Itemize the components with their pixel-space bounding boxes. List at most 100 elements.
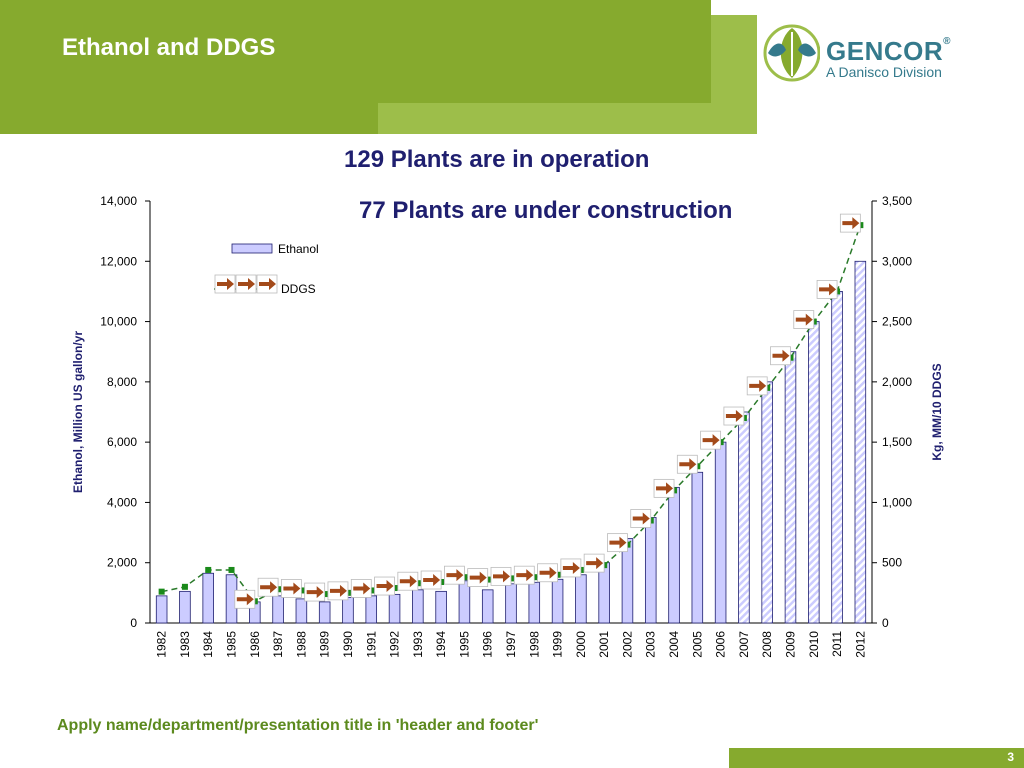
ethanol-bar-2005	[691, 471, 704, 624]
footer-band	[729, 748, 1024, 768]
x-tick-label: 2003	[644, 631, 658, 658]
x-tick-label: 2011	[830, 631, 844, 657]
ddgs-arrow-icon	[397, 571, 419, 591]
ethanol-bar-1995	[458, 580, 471, 624]
ethanol-bar-1992	[388, 593, 401, 624]
x-tick-label: 2002	[620, 631, 634, 658]
ddgs-arrow-icon	[583, 553, 605, 573]
ddgs-arrow-icon	[420, 570, 442, 590]
ddgs-point-1984	[205, 566, 212, 573]
left-axis-title: Ethanol, Million US gallon/yr	[71, 331, 85, 493]
right-tick-label: 1,500	[882, 435, 912, 449]
logo-registered-mark: ®	[943, 36, 951, 47]
ddgs-arrow-icon	[350, 579, 372, 598]
ethanol-bar-1998	[528, 581, 541, 624]
x-tick-label: 2012	[853, 631, 867, 658]
x-tick-label: 1989	[318, 631, 332, 658]
x-tick-label: 1985	[225, 631, 239, 658]
x-tick-label: 2006	[714, 631, 728, 658]
ethanol-bar-2007	[738, 411, 750, 624]
ddgs-arrow-icon	[280, 579, 302, 598]
ddgs-arrow-icon	[257, 577, 279, 597]
right-axis-title: Kg, MM/10 DDGS	[930, 363, 944, 460]
ethanol-bar-1987	[272, 595, 284, 624]
left-tick-label: 14,000	[100, 194, 137, 208]
left-tick-label: 0	[130, 616, 137, 630]
x-tick-label: 1988	[294, 631, 308, 658]
ethanol-bar-2000	[575, 574, 587, 624]
ethanol-bar-1988	[295, 598, 308, 624]
ethanol-ddgs-chart: 0 2,000 4,000 6,000 8,000 10,000 12,000 14,000 0…	[71, 194, 944, 658]
ddgs-arrow-icon	[746, 376, 768, 396]
x-tick-label: 1998	[527, 631, 541, 658]
logo-subtitle: A Danisco Division	[826, 64, 942, 80]
right-tick-label: 2,500	[882, 315, 912, 329]
left-tick-label: 4,000	[107, 495, 137, 509]
left-tick-label: 10,000	[100, 315, 137, 329]
ddgs-arrow-icon	[723, 406, 745, 426]
slide-title: Ethanol and DDGS	[62, 34, 276, 61]
right-tick-label: 500	[882, 556, 902, 570]
ddgs-arrow-icon	[560, 558, 582, 578]
x-tick-label: 1984	[201, 631, 215, 658]
ethanol-bar-2012	[854, 260, 867, 624]
ethanol-bar-1982	[155, 595, 168, 624]
ddgs-arrow-icon	[816, 280, 838, 299]
right-tick-label: 0	[882, 616, 889, 630]
x-tick-label: 2001	[597, 631, 611, 658]
header-band-lower	[0, 106, 378, 134]
ethanol-bar-1991	[365, 595, 378, 624]
leaf-globe-icon	[763, 24, 820, 82]
left-tick-label: 6,000	[107, 435, 137, 449]
right-tick-label: 3,000	[882, 254, 912, 268]
legend-arrow-icon	[256, 274, 278, 294]
x-tick-label: 2004	[667, 631, 681, 658]
right-tick-label: 1,000	[882, 495, 912, 509]
header-accent	[378, 103, 757, 134]
x-tick-label: 1986	[248, 631, 262, 658]
legend-ddgs-label: DDGS	[281, 282, 316, 296]
x-tick-label: 1983	[178, 631, 192, 658]
x-tick-label: 2005	[690, 631, 704, 658]
ddgs-arrow-icon	[653, 478, 675, 498]
ethanol-bar-2010	[808, 321, 820, 624]
header-band	[0, 0, 711, 106]
legend-ethanol-swatch	[231, 243, 273, 254]
left-tick-label: 2,000	[107, 556, 137, 570]
ddgs-arrow-icon	[374, 576, 395, 596]
x-tick-label: 1994	[434, 631, 448, 658]
ddgs-point-1985	[228, 566, 235, 573]
logo-wordmark: GENCOR®	[826, 36, 951, 67]
x-tick-label: 1991	[364, 631, 378, 658]
ddgs-arrow-icon	[839, 213, 861, 233]
ethanol-bar-1989	[318, 601, 331, 624]
ddgs-arrow-icon	[444, 565, 465, 585]
ethanol-bar-2011	[831, 291, 843, 624]
headline-plants-operating: 129 Plants are in operation	[344, 146, 650, 173]
ethanol-bar-1983	[179, 590, 191, 624]
ddgs-arrow-icon	[467, 568, 489, 587]
x-tick-label: 1987	[271, 631, 285, 658]
left-tick-label: 8,000	[107, 375, 137, 389]
ethanol-bar-2003	[644, 517, 657, 624]
right-tick-label: 3,500	[882, 194, 912, 208]
x-tick-label: 1993	[411, 631, 425, 658]
ethanol-bar-1984	[202, 572, 214, 624]
ethanol-bar-1999	[551, 578, 564, 624]
ddgs-arrow-icon	[537, 563, 558, 583]
ddgs-arrow-icon	[676, 454, 698, 474]
ethanol-bar-1993	[412, 589, 424, 624]
x-tick-label: 1990	[341, 631, 355, 658]
ddgs-arrow-icon	[513, 565, 535, 585]
x-tick-label: 1992	[388, 631, 402, 658]
legend-arrow-icon	[235, 274, 257, 294]
ethanol-bar-1990	[342, 596, 354, 624]
company-logo: GENCOR® A Danisco Division	[760, 22, 1000, 84]
ddgs-arrow-icon	[700, 430, 722, 450]
x-tick-label: 1982	[155, 631, 169, 658]
footer-text: Apply name/department/presentation title…	[57, 717, 539, 734]
ddgs-arrow-icon	[793, 310, 815, 329]
logo-name-text: GENCOR	[826, 36, 944, 66]
ddgs-point-1982	[158, 588, 165, 595]
legend-ethanol-label: Ethanol	[278, 242, 319, 256]
